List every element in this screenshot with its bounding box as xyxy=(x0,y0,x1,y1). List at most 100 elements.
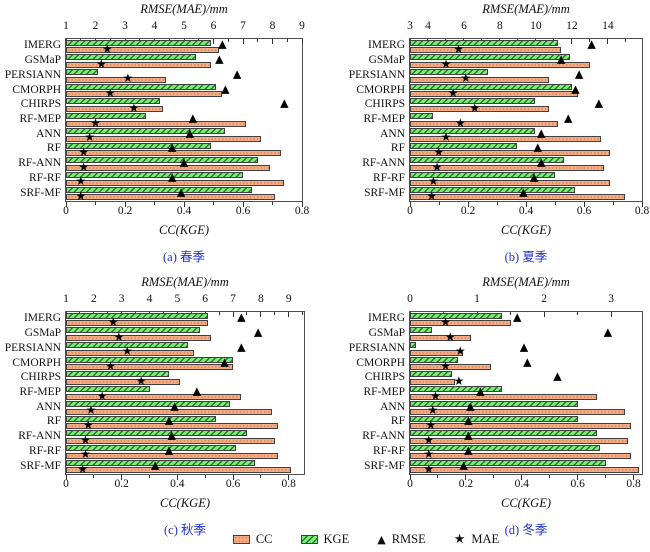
kge-bar xyxy=(66,127,226,134)
cc-bar xyxy=(410,334,472,341)
axis-major-tick xyxy=(409,475,411,480)
tick-label: 0.8 xyxy=(634,205,650,217)
kge-bar xyxy=(410,54,570,61)
tick-label: 7 xyxy=(230,293,236,305)
panel-spring: RMSE(MAE)/mm 1 2 3 4 5 6 7 8 9 IMERG GSMaP PERSIAN… xyxy=(5,2,309,264)
tick-label: 3 xyxy=(118,293,125,305)
kge-bar xyxy=(66,113,146,120)
cc-swatch-icon xyxy=(232,534,250,544)
panel-caption: (a) 春季 xyxy=(163,250,205,264)
axis-minor-tick xyxy=(274,312,276,315)
category-label: RF xyxy=(46,142,61,155)
legend-item-rmse: ▲ RMSE xyxy=(377,532,426,547)
axis-minor-tick xyxy=(213,202,214,205)
bottom-axis-tick-labels: 0 0.2 0.4 0.6 0.8 xyxy=(63,478,305,492)
axis-major-tick xyxy=(124,202,126,207)
top-axis-title: RMSE(MAE)/mm xyxy=(140,2,228,16)
legend-label-rmse: RMSE xyxy=(391,531,426,546)
tick-label: 6 xyxy=(202,293,209,305)
tick-label: 0.8 xyxy=(626,478,641,490)
top-axis-tick-labels: 1 2 3 4 5 6 7 8 9 xyxy=(63,293,305,308)
tick-label: 0 xyxy=(63,205,69,217)
category-label: RF-ANN xyxy=(362,157,405,170)
axis-major-tick xyxy=(272,39,273,44)
axis-minor-tick xyxy=(496,202,498,205)
kge-bar xyxy=(66,98,161,105)
cc-bar xyxy=(66,76,167,83)
category-label: RF-RF xyxy=(373,171,405,184)
tick-label: 3 xyxy=(122,20,128,32)
axis-major-tick xyxy=(301,202,303,207)
panel-caption: (b) 夏季 xyxy=(504,250,548,264)
cc-bar xyxy=(410,393,598,400)
cc-bar xyxy=(410,349,464,356)
category-label: PERSIANN xyxy=(4,341,61,354)
tick-label: 0.4 xyxy=(518,205,534,217)
plot-area: ▲ ★ ▲ ★ ▲ ★ ▲ ★ ▲ ★ ▲ ★ ▲ ★ ▲ ★ ▲ ★ ▲ ★ ▲ ★ xyxy=(65,39,303,202)
cc-bar xyxy=(410,437,629,444)
kge-bar xyxy=(66,356,234,363)
axis-minor-tick xyxy=(95,202,96,205)
rmse-marker: ▲ xyxy=(519,340,529,354)
axis-minor-tick xyxy=(93,475,95,478)
kge-bar xyxy=(66,39,211,46)
category-label: IMERG xyxy=(367,312,405,325)
kge-bar xyxy=(66,327,200,334)
rmse-marker: ▲ xyxy=(574,67,584,81)
rmse-marker: ▲ xyxy=(513,310,522,324)
kge-bar xyxy=(410,430,598,437)
tick-label: 9 xyxy=(285,293,292,305)
kge-bar xyxy=(410,186,576,193)
tick-label: 3 xyxy=(608,293,615,305)
cc-bar xyxy=(410,91,579,98)
panel-caption: (c) 秋季 xyxy=(164,523,206,537)
kge-bar xyxy=(66,83,217,90)
tick-label: 0.6 xyxy=(225,478,241,490)
tick-label: 6 xyxy=(210,20,217,32)
tick-label: 0.6 xyxy=(570,478,585,490)
kge-bar xyxy=(410,69,489,76)
axis-minor-tick xyxy=(218,312,220,315)
kge-bar xyxy=(410,459,606,466)
category-label: ANN xyxy=(36,400,61,413)
axis-major-tick xyxy=(543,312,545,317)
category-label: CHIRPS xyxy=(20,98,61,111)
cc-bar xyxy=(66,61,211,68)
mae-marker: ★ xyxy=(453,373,465,388)
axis-minor-tick xyxy=(272,202,273,205)
category-label: RF-ANN xyxy=(362,430,405,443)
axis-major-tick xyxy=(409,202,411,207)
kge-bar xyxy=(66,445,236,452)
axis-minor-tick xyxy=(149,475,150,478)
cc-bar xyxy=(66,320,208,327)
category-label: IMERG xyxy=(23,39,61,52)
cc-bar xyxy=(66,379,181,386)
axis-major-tick xyxy=(583,202,585,207)
category-label: GSMaP xyxy=(24,54,61,67)
category-label: CHIRPS xyxy=(364,371,405,384)
cc-bar xyxy=(66,393,242,400)
axis-minor-tick xyxy=(246,312,248,315)
category-label: IMERG xyxy=(23,312,61,325)
rmse-marker: ▲ xyxy=(553,369,562,383)
tick-label: 0.2 xyxy=(458,478,474,490)
bottom-axis-title: CC(KGE) xyxy=(501,496,551,510)
axis-minor-tick xyxy=(605,475,607,478)
cc-bar xyxy=(410,179,611,186)
category-label: SRF-MF xyxy=(364,459,405,472)
category-label: RF-MEP xyxy=(363,386,405,398)
cc-bar xyxy=(410,47,561,54)
rmse-marker: ▲ xyxy=(564,111,573,125)
cc-bar xyxy=(410,106,550,113)
kge-bar xyxy=(410,312,503,319)
cc-bar xyxy=(66,164,270,171)
kge-bar xyxy=(410,127,535,134)
axis-minor-tick xyxy=(612,202,614,205)
tick-label: 4 xyxy=(146,293,153,305)
axis-major-tick xyxy=(242,39,244,44)
category-label: RF-MEP xyxy=(363,113,405,125)
panel-caption: (d) 冬季 xyxy=(504,523,548,537)
kge-bar xyxy=(66,172,243,179)
cc-bar xyxy=(66,437,275,444)
cc-bar xyxy=(410,320,511,327)
